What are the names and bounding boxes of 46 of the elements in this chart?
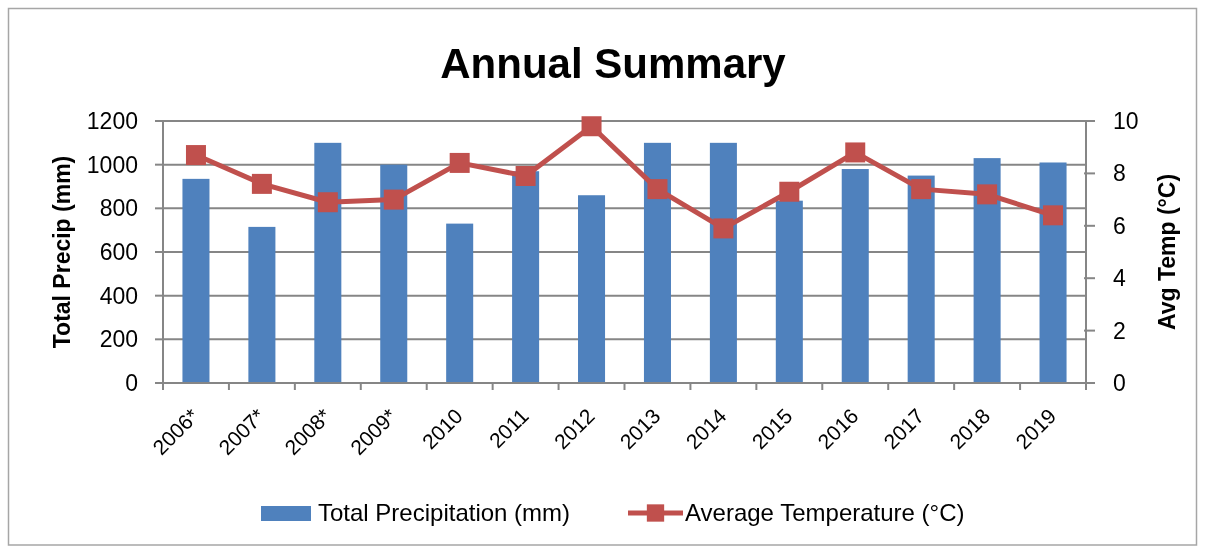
bar [446,223,474,383]
y-tick-label: 400 [99,282,138,309]
point [185,145,206,166]
y-tick-label: 600 [99,239,138,266]
point [515,166,536,187]
legend-label: Total Precipitation (mm) [318,499,571,527]
y-tick-label: 1200 [86,108,138,135]
bar [841,169,869,383]
bar [512,171,540,383]
point [977,184,998,205]
y-tick-label: 200 [99,326,138,353]
y2-tick-label: 0 [1113,370,1126,397]
legend-label: Average Temperature (°C) [685,499,965,527]
bar [643,142,671,383]
y2-axis-title: Avg Temp (°C) [1154,173,1180,331]
bar [775,200,803,383]
bar [973,158,1001,383]
y2-tick-label: 10 [1113,108,1139,135]
y2-tick-label: 6 [1113,212,1126,239]
bar [248,226,276,383]
y2-tick-label: 4 [1113,265,1126,292]
point [251,173,272,194]
point [845,142,866,163]
point [581,116,602,137]
y-axis-title: Total Precip (mm) [49,155,75,349]
point [713,218,734,239]
point [911,179,932,200]
bar [907,175,935,383]
bar [182,178,210,383]
point [647,179,668,200]
point [449,152,470,173]
y2-tick-label: 2 [1113,317,1126,344]
point [1043,205,1064,226]
point [317,192,338,213]
bar [314,142,342,383]
bar [1039,162,1067,383]
bar [709,142,737,383]
point [383,189,404,210]
y-tick-label: 800 [99,195,138,222]
point [779,181,800,202]
y-tick-label: 0 [125,370,138,397]
y2-tick-label: 8 [1113,160,1126,187]
y-tick-label: 1000 [86,151,138,178]
chart-title: Annual Summary [440,40,787,87]
bar [380,164,408,383]
bar [578,195,606,383]
